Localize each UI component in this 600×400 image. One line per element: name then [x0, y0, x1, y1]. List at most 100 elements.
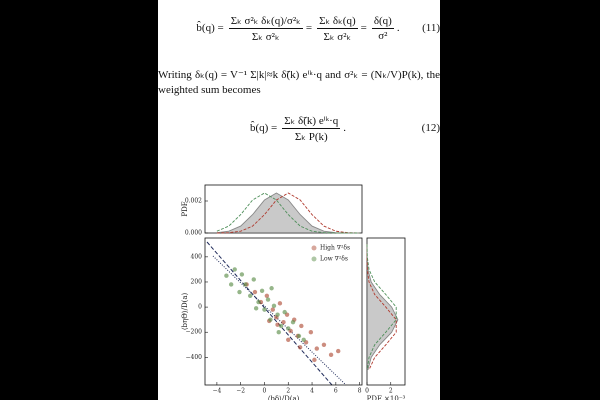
y-tick-label: 0.000 [185, 230, 202, 237]
fraction: Σₖ δₖ(q) Σₖ σ²ₖ [317, 14, 358, 43]
operator: = [305, 22, 313, 34]
y-axis-label: ⟨bηΘ⟩/D(a) [181, 292, 189, 330]
scatter-point [253, 306, 259, 311]
numerator: δ(q) [371, 14, 394, 29]
plot-frame [204, 184, 363, 234]
scatter-point [228, 282, 234, 287]
legend-label: High ∇²δs [320, 245, 350, 252]
scatter-point [286, 326, 291, 331]
scatter-point [282, 309, 287, 315]
y-tick-label: 400 [191, 253, 203, 260]
x-axis-label: ⟨bδ⟩/D(a) [268, 395, 300, 400]
scatter-point [297, 345, 303, 350]
scatter-point [268, 317, 273, 322]
scatter-point [281, 319, 286, 325]
pdf-line [366, 244, 397, 370]
x-tick-label: 8 [358, 388, 362, 395]
scatter-point [265, 297, 271, 302]
equation-number: (11) [422, 22, 440, 34]
equation-lhs: b̂(q) = [196, 22, 224, 34]
scatter-point [275, 322, 280, 327]
scatter-point [247, 293, 253, 298]
equation: b̂(q) = Σₖ σ²ₖ δₖ(q)/σ²ₖ Σₖ σ²ₖ = Σₖ δₖ(q) Σₖ… [158, 6, 440, 50]
scatter-point [252, 289, 258, 295]
equation-number: (12) [421, 122, 440, 134]
numerator: Σₖ σ²ₖ δₖ(q)/σ²ₖ [228, 14, 303, 29]
scatter-point [237, 289, 242, 295]
fit-line [212, 255, 347, 386]
y-tick-label: 200 [191, 278, 203, 285]
scatter-point [296, 333, 302, 339]
scatter-point [286, 337, 291, 342]
pdf-area [216, 193, 360, 233]
scatter-point [299, 323, 304, 329]
x-tick-label: 2 [389, 388, 393, 395]
legend-label: Low ∇²δs [320, 256, 348, 263]
scatter-point [278, 323, 284, 329]
scatter-point [251, 277, 256, 282]
scatter-point [262, 307, 267, 312]
numerator: Σₖ δ̃(k) eⁱᵏ·q [282, 114, 341, 129]
pdf-line [366, 244, 397, 371]
denominator: Σₖ σ²ₖ [323, 30, 352, 43]
x-tick-label: −4 [212, 388, 221, 395]
x-tick-label: −2 [236, 388, 245, 395]
scatter-point [243, 282, 248, 287]
scatter-point [314, 346, 320, 351]
legend-marker [311, 256, 317, 262]
x-axis-label: PDF ×10⁻³ [367, 395, 406, 400]
y-tick-label: 0 [198, 304, 202, 311]
scatter-point [277, 301, 283, 306]
scatter-point [276, 330, 281, 335]
pdf-area [367, 244, 398, 370]
x-tick-label: 0 [263, 388, 267, 395]
y-tick-label: −200 [186, 329, 203, 336]
scatter-point [269, 286, 274, 291]
denominator: σ² [378, 29, 388, 42]
scatter-point [301, 337, 306, 342]
fraction: δ(q) σ² [371, 14, 394, 42]
scatter-point [321, 342, 327, 347]
y-axis-label: PDF [181, 201, 189, 216]
equation-lhs: b̂(q) = [249, 122, 278, 134]
fraction: Σₖ σ²ₖ δₖ(q)/σ²ₖ Σₖ σ²ₖ [228, 14, 303, 43]
scatter-point [239, 272, 245, 277]
equation: b̂(q) = Σₖ δ̃(k) eⁱᵏ·q Σₖ P(k). (12) [158, 106, 440, 150]
pdf-line [216, 192, 360, 234]
denominator: Σₖ σ²ₖ [251, 30, 280, 43]
x-tick-label: 4 [310, 388, 314, 395]
y-tick-label: 0.002 [185, 198, 202, 205]
operator: . [343, 122, 347, 134]
legend-marker [311, 245, 317, 251]
scatter-point [290, 319, 296, 325]
scatter-point [336, 348, 341, 354]
scatter-point [256, 299, 261, 305]
fraction: Σₖ δ̃(k) eⁱᵏ·q Σₖ P(k) [282, 114, 341, 143]
pdf-line [216, 192, 360, 234]
scatter-point [264, 293, 270, 298]
pdf-line [216, 192, 360, 234]
operator: = [360, 22, 367, 34]
x-tick-label: 0 [365, 388, 369, 395]
scatter-point [275, 312, 280, 317]
scatter-point [270, 307, 275, 312]
x-tick-label: 2 [286, 388, 290, 395]
plot-frame [204, 237, 363, 386]
numerator: Σₖ δₖ(q) [317, 14, 358, 29]
y-tick-label: −400 [186, 354, 203, 361]
scatter-point [271, 303, 277, 309]
scatter-point [259, 288, 265, 293]
operator: . [396, 22, 400, 34]
denominator: Σₖ P(k) [294, 130, 328, 143]
scatter-point [308, 330, 314, 335]
scatter-point [328, 352, 334, 358]
paragraph: Writing δₖ(q) = V⁻¹ Σ|k|≈k δ̃(k) eⁱᵏ·q a… [158, 69, 440, 96]
fit-line [206, 241, 333, 386]
x-tick-label: 6 [334, 388, 338, 395]
scatter-point [232, 267, 237, 272]
scatter-point [312, 357, 317, 363]
scatter-point [224, 273, 229, 278]
plot-frame [366, 237, 406, 386]
